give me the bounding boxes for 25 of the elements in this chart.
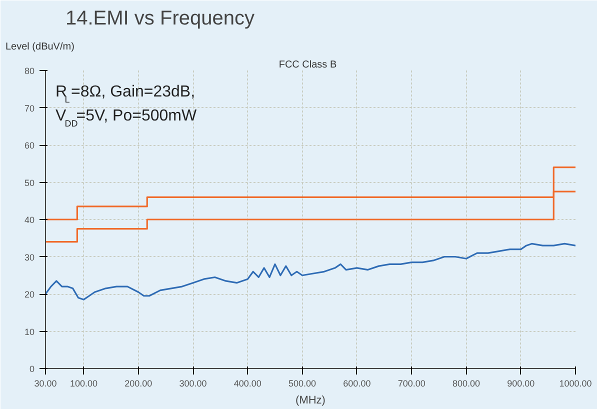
x-tick-label: 1000.00: [559, 378, 592, 388]
y-tick-label: 80: [24, 66, 35, 76]
y-axis-title: Level (dBuV/m): [6, 42, 74, 52]
y-tick-label: 10: [24, 326, 35, 337]
x-tick-label: 500.00: [288, 378, 316, 388]
x-tick-label: 30.00: [34, 378, 57, 388]
x-axis-title: (MHz): [296, 394, 326, 406]
line-series: [46, 242, 576, 300]
x-tick-label: 200.00: [124, 378, 152, 388]
y-tick-label: 70: [24, 103, 35, 114]
x-tick-label: 800.00: [452, 378, 480, 388]
x-tick-label: 100.00: [70, 378, 98, 388]
chart-title: 14.EMI vs Frequency: [66, 8, 254, 30]
x-tick-label: 400.00: [234, 378, 262, 388]
chart-subtitle: FCC Class B: [278, 60, 337, 70]
x-tick-label: 300.00: [179, 378, 207, 388]
x-tick-label: 600.00: [343, 378, 371, 388]
y-tick-label: 0: [29, 364, 35, 374]
y-tick-label: 30: [24, 252, 35, 262]
y-tick-label: 20: [24, 290, 35, 300]
x-tick-label: 900.00: [507, 378, 535, 388]
y-tick-label: 60: [24, 140, 35, 150]
y-tick-label: 40: [24, 215, 35, 225]
y-tick-label: 50: [24, 178, 35, 188]
x-tick-label: 700.00: [398, 378, 426, 388]
